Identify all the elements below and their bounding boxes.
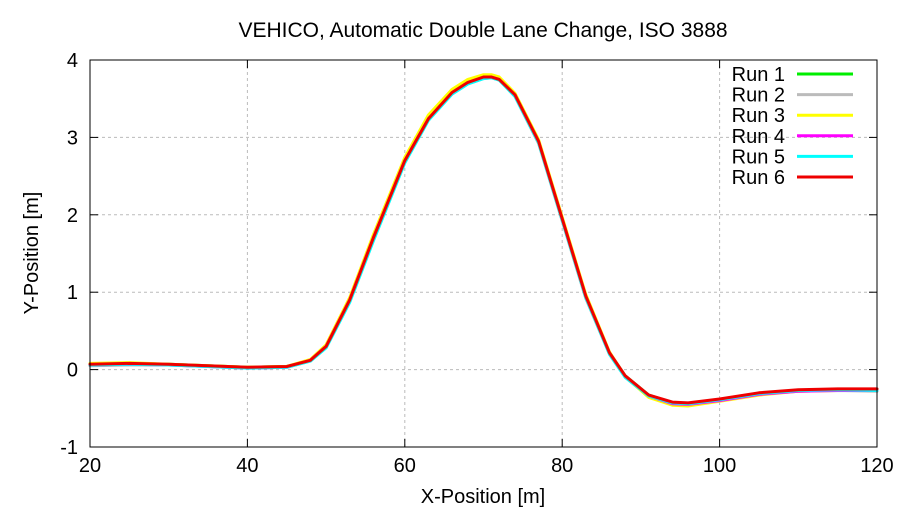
series-line-run-6: [88, 75, 879, 405]
chart-title: VEHICO, Automatic Double Lane Change, IS…: [238, 19, 727, 42]
y-tick-label: 0: [67, 360, 78, 382]
legend-label: Run 4: [732, 126, 785, 148]
tick-group: 20 40 60 80 100 120 -1 0 1 2 3 4: [60, 50, 893, 477]
y-tick-label: -1: [60, 437, 78, 459]
x-tick-label: 20: [79, 455, 101, 477]
x-tick-label: 40: [236, 455, 258, 477]
legend-label: Run 6: [732, 167, 785, 189]
series-group: [88, 73, 879, 408]
x-axis-label: X-Position [m]: [421, 486, 545, 508]
y-tick-label: 1: [67, 282, 78, 304]
x-tick-label: 80: [551, 455, 573, 477]
legend-label: Run 3: [732, 105, 785, 127]
y-tick-label: 3: [67, 127, 78, 149]
x-tick-label: 60: [394, 455, 416, 477]
legend-label: Run 1: [732, 64, 785, 86]
plot-frame: [89, 59, 878, 448]
x-tick-label: 100: [703, 455, 736, 477]
legend-label: Run 5: [732, 146, 785, 168]
y-tick-label: 4: [67, 50, 78, 72]
grid: [90, 60, 877, 447]
y-tick-label: 2: [67, 205, 78, 227]
legend-label: Run 2: [732, 85, 785, 107]
y-axis-label: Y-Position [m]: [21, 192, 43, 315]
x-tick-label: 120: [860, 455, 893, 477]
